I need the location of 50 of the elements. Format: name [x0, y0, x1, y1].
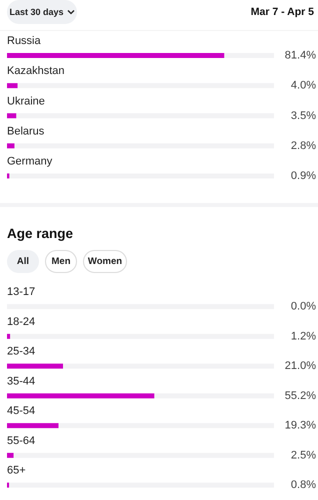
y-tick-label: Russia — [7, 35, 42, 48]
bar — [7, 452, 14, 458]
bar — [9, 482, 274, 488]
y-tick-label: Belarus — [7, 125, 45, 138]
data-label: 4.0% — [290, 80, 316, 92]
y-tick-label: Kazakhstan — [7, 65, 64, 78]
bar — [63, 364, 274, 369]
text: Last 30 days — [9, 7, 64, 17]
data-label: 81.4% — [284, 50, 316, 62]
data-label: 2.5% — [290, 449, 316, 462]
bar — [58, 423, 274, 428]
y-tick-label: 65+ — [7, 464, 26, 477]
y-tick-label: 25-34 — [7, 346, 36, 358]
bar — [7, 53, 224, 58]
text: All — [7, 250, 39, 273]
bar — [224, 53, 274, 58]
data-label: 0.9% — [290, 170, 316, 182]
bar — [16, 113, 274, 118]
bar — [7, 83, 18, 88]
bar — [10, 334, 274, 339]
y-tick-label: 13-17 — [7, 286, 36, 298]
bar — [14, 452, 274, 458]
text: Men — [45, 250, 77, 273]
y-tick-label: 18-24 — [7, 316, 36, 328]
bar — [7, 334, 10, 339]
data-label: 0.0% — [290, 300, 316, 313]
y-tick-label: 35-44 — [7, 375, 36, 388]
text: Mar 7 - Apr 5 — [250, 6, 314, 18]
bar — [7, 143, 14, 148]
y-tick-label: 45-54 — [7, 405, 36, 418]
y-tick-label: 55-64 — [7, 434, 36, 447]
bar — [18, 83, 274, 88]
text: Women — [83, 250, 127, 273]
bar — [7, 423, 59, 428]
bar — [7, 364, 64, 369]
data-label: 21.0% — [284, 360, 316, 372]
bar — [7, 393, 154, 398]
y-tick-label: Germany — [7, 155, 53, 168]
data-label: 19.3% — [284, 420, 316, 432]
chart-title: Age range — [7, 226, 74, 241]
bar — [9, 173, 274, 178]
data-label: 55.2% — [284, 390, 316, 402]
data-label: 1.2% — [290, 330, 316, 342]
data-label: 0.8% — [290, 479, 316, 492]
bar — [14, 143, 274, 148]
y-tick-label: Ukraine — [7, 95, 45, 108]
data-label: 3.5% — [290, 110, 316, 122]
bar — [154, 393, 274, 398]
bar — [7, 113, 16, 118]
data-label: 2.8% — [290, 140, 316, 152]
